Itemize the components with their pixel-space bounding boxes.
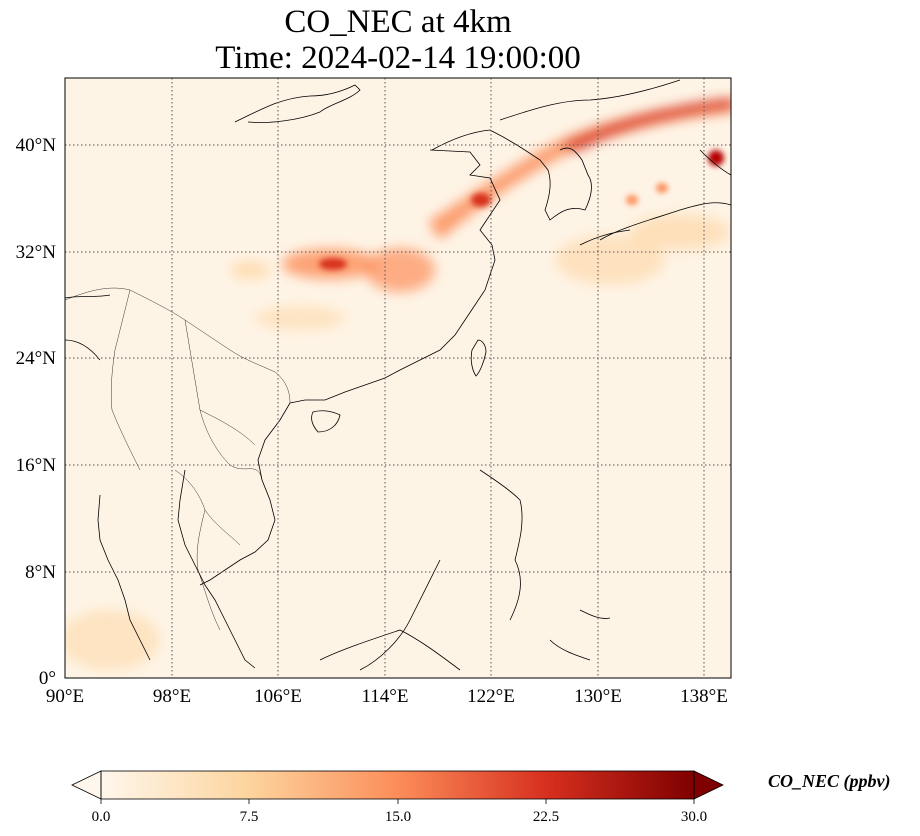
lat-tick-label: 0°	[39, 668, 56, 689]
colorbar-tick-label: 15.0	[385, 809, 411, 825]
colorbar-label: CO_NEC (ppbv)	[768, 771, 891, 791]
coastlines	[65, 79, 731, 671]
lon-tick-label: 122°E	[467, 686, 515, 707]
lon-tick-label: 98°E	[153, 686, 191, 707]
lon-tick-label: 106°E	[254, 686, 302, 707]
colorbar-frame	[100, 770, 695, 800]
map-frame	[64, 77, 732, 679]
lat-tick-labels: 0° 8°N 16°N 24°N 32°N 40°N	[16, 135, 57, 689]
colorbar-gradient	[101, 771, 694, 799]
colorbar-tick-label: 22.5	[533, 809, 559, 825]
colorbar-tick-label: 7.5	[240, 809, 259, 825]
lon-tick-label: 90°E	[46, 686, 84, 707]
colorbar-min-extend	[71, 770, 102, 800]
lon-tick-label: 114°E	[362, 686, 409, 707]
country-borders	[65, 287, 291, 631]
map-panel	[65, 78, 731, 678]
lon-tick-label: 138°E	[680, 686, 728, 707]
colorbar-tick-label: 30.0	[681, 809, 707, 825]
plume-band-north	[428, 98, 731, 240]
map-title-time: Time: 2024-02-14 19:00:00	[215, 40, 581, 76]
lat-tick-label: 32°N	[16, 242, 57, 263]
background-field	[65, 78, 731, 678]
co-plumes	[65, 98, 731, 670]
plume-hotspots	[319, 150, 724, 270]
lat-tick-label: 40°N	[16, 135, 57, 156]
lat-tick-label: 8°N	[25, 562, 56, 583]
plume-central-china	[65, 214, 730, 670]
lon-tick-labels: 90°E 98°E 106°E 114°E 122°E 130°E 138°E	[46, 686, 728, 707]
colorbar-tick-label: 0.0	[92, 809, 111, 825]
colorbar-max-extend	[693, 770, 724, 800]
lon-tick-label: 130°E	[574, 686, 622, 707]
map-title-field: CO_NEC at 4km	[284, 4, 512, 40]
colorbar: 0.0 7.5 15.0 22.5 30.0	[71, 770, 724, 825]
colorbar-ticks	[100, 799, 695, 804]
lat-tick-label: 24°N	[16, 348, 57, 369]
lat-tick-label: 16°N	[16, 455, 57, 476]
gridlines	[65, 78, 731, 678]
